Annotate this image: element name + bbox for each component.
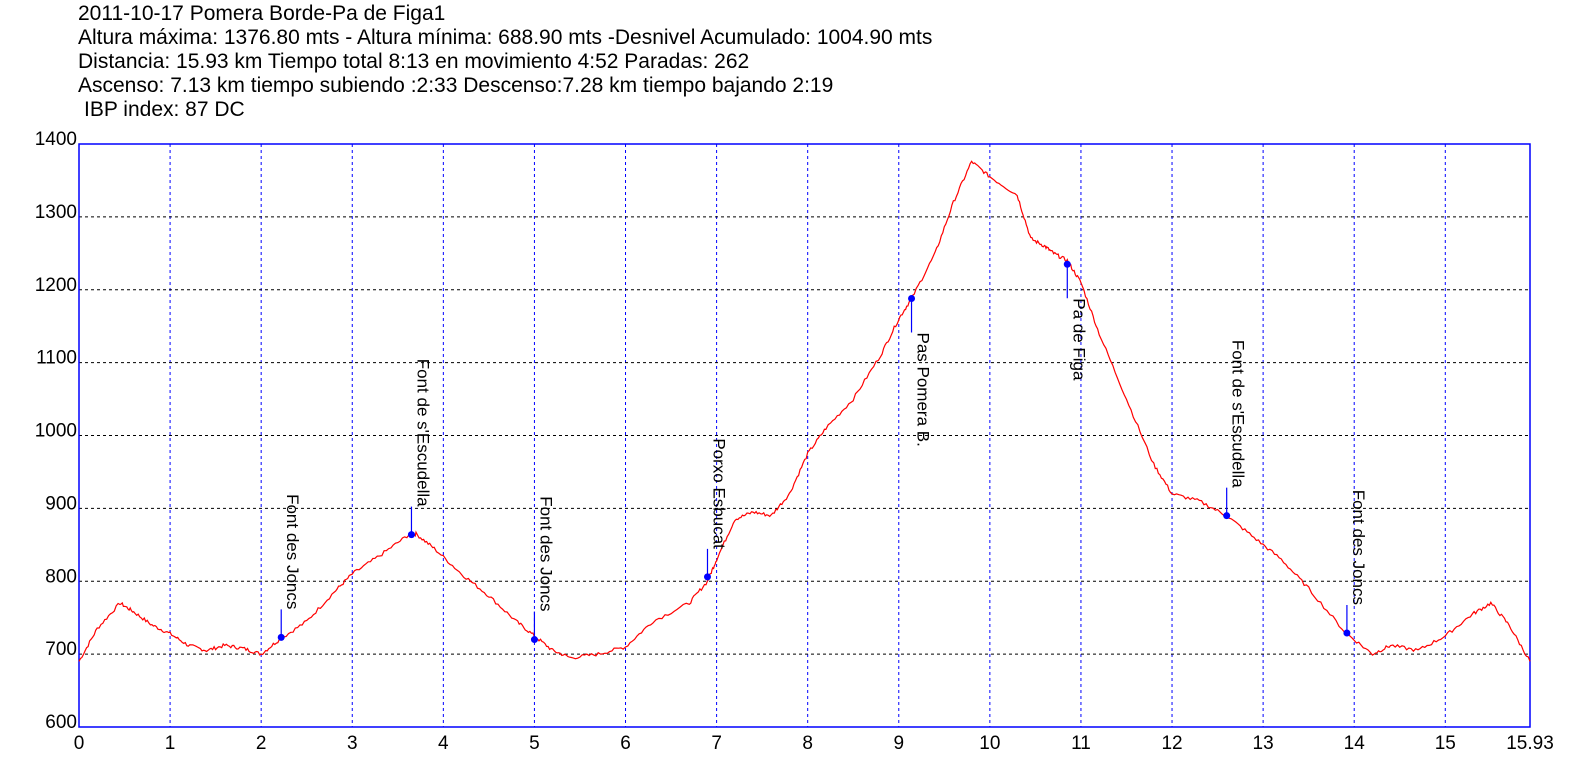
waypoint-marker [703, 573, 711, 581]
altitude-summary: Altura máxima: 1376.80 mts - Altura míni… [78, 26, 933, 49]
waypoint: Font des Joncs [530, 496, 555, 644]
x-tick-label: 2 [256, 733, 267, 754]
waypoint-marker [1063, 260, 1071, 268]
x-tick-label: 12 [1161, 733, 1182, 754]
x-axis-ticks: 0 1 2 3 4 5 6 7 8 9 10 11 12 13 14 15 15.93 [74, 733, 1554, 754]
waypoint: Pas Pomera B. [908, 294, 933, 447]
ascent-descent-summary: Ascenso: 7.13 km tiempo subiendo :2:33 D… [78, 74, 834, 97]
waypoint-label: Porxo Esbucat [709, 438, 728, 549]
waypoint-marker [1223, 512, 1231, 520]
x-tick-label: 8 [802, 733, 813, 754]
plot-border [78, 143, 1531, 728]
x-tick-label: 15.93 [1506, 733, 1554, 754]
waypoint-marker [530, 636, 538, 644]
x-tick-label: 6 [620, 733, 631, 754]
series-layer [78, 160, 1531, 662]
x-tick-label: 0 [74, 733, 85, 754]
waypoint: Font de s'Escudella [407, 359, 432, 539]
waypoint-label: Font des Joncs [536, 496, 555, 611]
waypoint-label: Font des Joncs [283, 494, 302, 609]
y-tick-label: 1400 [35, 129, 77, 150]
y-tick-label: 1100 [36, 348, 77, 369]
chart-title: 2011-10-17 Pomera Borde-Pa de Figa1 [78, 2, 446, 25]
waypoint: Font des Joncs [1343, 490, 1368, 637]
x-tick-label: 10 [979, 733, 1000, 754]
waypoint-label: Pas Pomera B. [914, 332, 933, 446]
waypoint-marker [908, 294, 916, 302]
x-tick-label: 9 [893, 733, 904, 754]
ibp-index: IBP index: 87 DC [84, 98, 245, 121]
x-tick-label: 14 [1344, 733, 1366, 754]
x-tick-label: 13 [1253, 733, 1274, 754]
waypoint-label: Font des Joncs [1349, 490, 1368, 605]
x-tick-label: 4 [438, 733, 449, 754]
waypoint: Font de s'Escudella [1223, 340, 1248, 520]
plot-frame [78, 143, 1531, 728]
waypoint: Font des Joncs [277, 494, 302, 641]
waypoint: Pa de Figa [1063, 260, 1088, 381]
x-tick-label: 5 [529, 733, 540, 754]
waypoint: Porxo Esbucat [703, 438, 728, 581]
chart-header: 2011-10-17 Pomera Borde-Pa de Figa1 Altu… [78, 2, 932, 122]
x-tick-label: 3 [347, 733, 358, 754]
elevation-line [78, 160, 1531, 662]
y-tick-label: 800 [45, 566, 77, 587]
y-tick-label: 1300 [35, 202, 77, 223]
distance-summary: Distancia: 15.93 km Tiempo total 8:13 en… [78, 50, 750, 73]
y-tick-label: 1000 [35, 421, 77, 442]
waypoint-label: Pa de Figa [1069, 298, 1088, 381]
waypoint-marker [1343, 629, 1351, 637]
y-tick-label: 1200 [35, 275, 77, 296]
y-tick-label: 700 [45, 639, 77, 660]
waypoints-layer: Font des Joncs Font de s'Escudella Font de… [277, 260, 1368, 644]
waypoint-marker [277, 633, 285, 641]
waypoint-label: Font de s'Escudella [413, 359, 432, 507]
x-tick-label: 7 [711, 733, 722, 754]
x-tick-label: 15 [1435, 733, 1456, 754]
y-tick-label: 900 [45, 493, 77, 514]
x-tick-label: 11 [1071, 733, 1091, 754]
y-tick-label: 600 [45, 712, 77, 733]
waypoint-label: Font de s'Escudella [1229, 340, 1248, 488]
grid-lines [79, 144, 1530, 727]
waypoint-marker [407, 531, 415, 539]
y-axis-ticks: 600 700 800 900 1000 1100 1200 1300 1400 [35, 129, 77, 733]
x-tick-label: 1 [165, 733, 176, 754]
